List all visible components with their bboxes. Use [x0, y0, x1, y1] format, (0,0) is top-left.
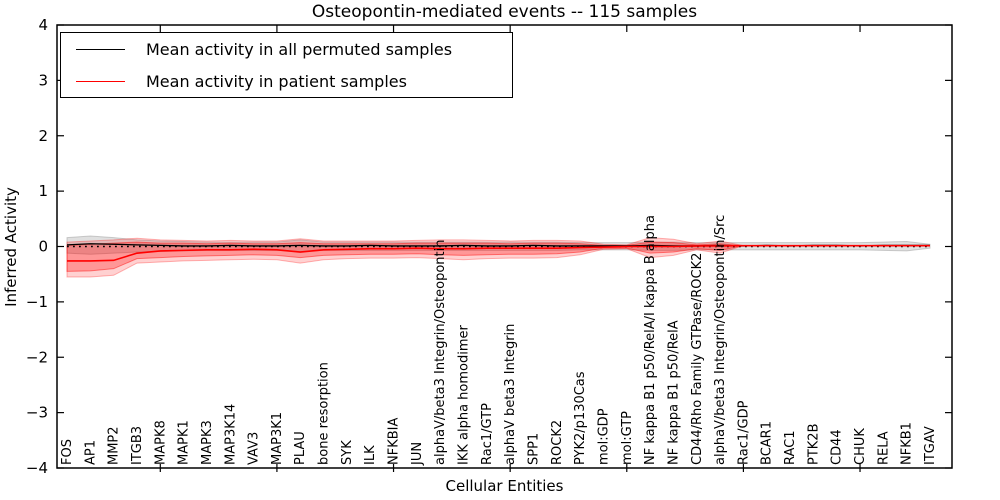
x-category-label: MAPK8	[153, 420, 168, 465]
x-category-label: CD44	[830, 429, 845, 465]
y-tick-label: −2	[26, 348, 48, 366]
series-line-1	[67, 244, 930, 262]
x-category-label: FOS	[60, 439, 75, 465]
y-tick-label: 3	[38, 71, 48, 89]
x-category-label: NFKBIA	[387, 418, 402, 465]
x-category-label: bone resorption	[317, 362, 332, 465]
x-category-label: alphaV/beta3 Integrin/Osteopontin/Src	[713, 215, 728, 465]
x-category-label: RELA	[876, 431, 891, 465]
x-category-label: CHUK	[853, 428, 868, 465]
x-axis-label: Cellular Entities	[445, 477, 564, 495]
x-category-label: MAPK3	[200, 420, 215, 465]
y-tick-label: −1	[26, 293, 48, 311]
x-category-label: mol:GDP	[596, 408, 611, 465]
x-category-label: AP1	[83, 440, 98, 465]
x-category-label: Rac1/GTP	[480, 403, 495, 465]
x-category-label: PTK2B	[806, 424, 821, 466]
x-category-label: MAPK1	[177, 420, 192, 465]
x-category-label: ITGB3	[130, 426, 145, 465]
x-category-label: JUN	[410, 442, 425, 466]
x-category-label: ILK	[363, 445, 378, 465]
y-tick-label: −4	[26, 459, 48, 477]
x-category-label: mol:GTP	[620, 411, 635, 465]
x-category-label: BCAR1	[760, 421, 775, 465]
x-category-label: PYK2/p130Cas	[573, 371, 588, 465]
legend-item-patient: Mean activity in patient samples	[61, 65, 512, 97]
y-tick-label: 2	[38, 127, 48, 145]
y-axis-label: Inferred Activity	[2, 187, 20, 307]
x-category-label: VAV3	[247, 432, 262, 465]
legend: Mean activity in all permuted samples Me…	[60, 32, 513, 98]
x-category-label: IKK alpha homodimer	[457, 324, 472, 465]
x-category-label: RAC1	[783, 430, 798, 465]
x-category-label: PLAU	[293, 431, 308, 465]
x-category-label: ROCK2	[550, 420, 565, 465]
x-category-label: CD44/Rho Family GTPase/ROCK2	[690, 253, 705, 465]
legend-item-permuted: Mean activity in all permuted samples	[61, 33, 512, 65]
x-category-label: MAP3K14	[223, 404, 238, 465]
x-category-label: MAP3K1	[270, 412, 285, 465]
x-category-label: Rac1/GDP	[736, 400, 751, 465]
x-category-label: SPP1	[526, 433, 541, 465]
y-tick-label: 4	[38, 16, 48, 34]
x-category-label: SYK	[340, 440, 355, 465]
patient-line-swatch	[76, 80, 125, 82]
x-category-label: ITGAV	[923, 426, 938, 465]
chart-title: Osteopontin-mediated events -- 115 sampl…	[311, 2, 698, 22]
x-category-label: alphaV/beta3 Integrin/Osteopontin	[433, 240, 448, 465]
x-category-label: NF kappa B1 p50/RelA/I kappa B alpha	[643, 215, 658, 465]
x-category-label: NFKB1	[900, 422, 915, 465]
legend-label-patient: Mean activity in patient samples	[146, 71, 407, 91]
x-category-label: alphaV beta3 Integrin	[503, 324, 518, 465]
x-category-label: MMP2	[107, 426, 122, 465]
y-tick-label: −3	[26, 404, 48, 422]
permuted-line-swatch	[76, 48, 125, 50]
x-category-label: NF kappa B1 p50/RelA	[666, 320, 681, 465]
y-tick-label: 1	[38, 182, 48, 200]
legend-label-permuted: Mean activity in all permuted samples	[146, 39, 453, 59]
y-tick-label: 0	[38, 238, 48, 256]
